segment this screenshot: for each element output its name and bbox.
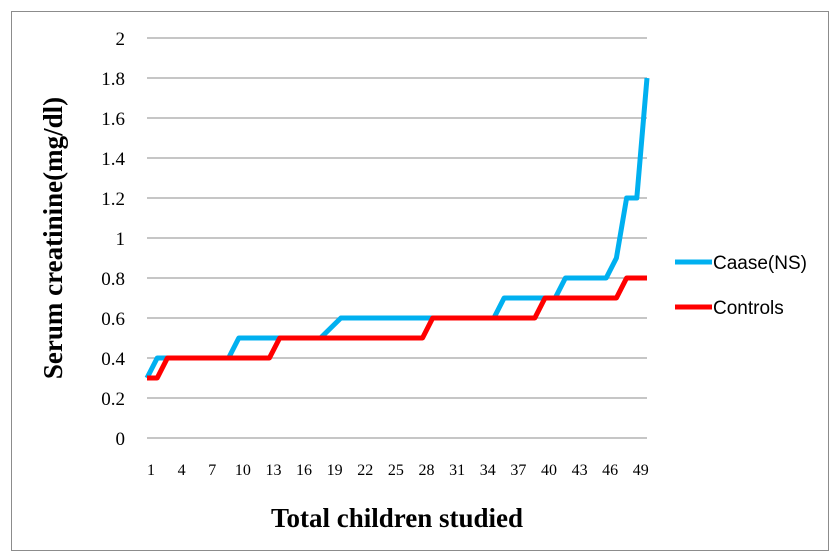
y-tick-label: 0.8: [101, 269, 125, 290]
x-tick-label: 13: [265, 462, 281, 479]
x-tick-label: 31: [449, 462, 465, 479]
x-tick-label: 7: [208, 462, 216, 479]
y-tick-label: 1.8: [101, 69, 125, 90]
y-tick-labels: 0 0.2 0.4 0.6 0.8 1 1.2 1.4 1.6 1.8 2: [101, 29, 125, 450]
x-tick-label: 19: [327, 462, 343, 479]
x-tick-label: 16: [296, 462, 312, 479]
y-tick-label: 0.2: [101, 389, 125, 410]
x-tick-label: 49: [633, 462, 649, 479]
x-tick-label: 25: [388, 462, 404, 479]
x-tick-label: 37: [510, 462, 526, 479]
series-lines: [144, 77, 650, 381]
y-tick-label: 1.6: [101, 109, 125, 130]
legend: Caase(NS) Controls: [675, 253, 807, 319]
x-tick-label: 40: [541, 462, 557, 479]
y-tick-label: 0.4: [101, 349, 125, 370]
x-axis-title: Total children studied: [271, 503, 523, 533]
x-tick-label: 46: [602, 462, 618, 479]
chart-frame: [11, 11, 829, 551]
series-line-0: [144, 77, 650, 380]
x-tick-label: 28: [419, 462, 435, 479]
x-tick-label: 34: [480, 462, 496, 479]
legend-label-0: Caase(NS): [713, 253, 807, 274]
y-tick-label: 2: [116, 29, 126, 50]
y-tick-label: 1.2: [101, 189, 125, 210]
y-tick-label: 0: [116, 429, 126, 450]
y-tick-label: 1.4: [101, 149, 125, 170]
series-line-1: [147, 275, 647, 381]
y-tick-label: 0.6: [101, 309, 125, 330]
x-tick-label: 1: [147, 462, 155, 479]
y-tick-label: 1: [116, 229, 126, 250]
x-tick-label: 22: [357, 462, 373, 479]
gridlines: [147, 37, 647, 439]
legend-label-1: Controls: [713, 298, 784, 319]
y-axis-title: Serum creatinine(mg/dl): [38, 97, 68, 379]
x-tick-label: 4: [178, 462, 186, 479]
x-tick-label: 43: [572, 462, 588, 479]
x-tick-label: 10: [235, 462, 251, 479]
x-tick-labels: 1 4 7 10 13 16 19 22 25 28 31 34 37 40 43 46 49: [147, 462, 649, 479]
